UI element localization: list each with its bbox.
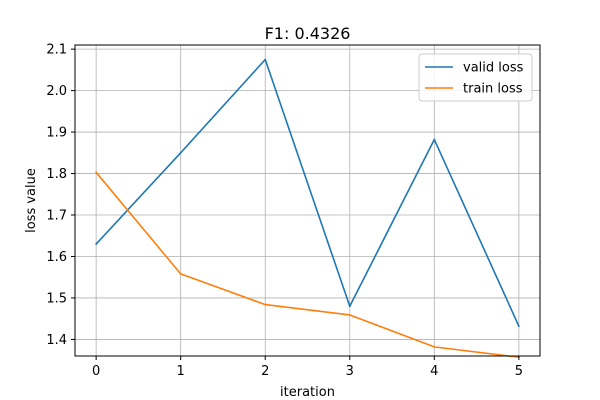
data-point <box>179 272 182 275</box>
legend-label: train loss <box>463 82 523 97</box>
y-tick-label: 1.5 <box>46 291 67 306</box>
data-point <box>179 151 182 154</box>
y-tick-label: 2.1 <box>46 43 67 58</box>
x-tick-label: 5 <box>515 364 523 379</box>
series-line-1 <box>95 171 519 359</box>
legend-box <box>418 53 533 102</box>
x-tick-label: 2 <box>261 364 269 379</box>
data-point <box>517 325 520 328</box>
chart-title: F1: 0.4326 <box>265 24 351 43</box>
y-tick-label: 1.6 <box>46 250 67 265</box>
y-tick-label: 1.4 <box>46 333 67 348</box>
x-axis-label: iteration <box>280 385 335 400</box>
series-lines <box>95 58 520 359</box>
y-tick-label: 1.7 <box>46 209 67 224</box>
data-point <box>264 58 267 61</box>
data-point <box>348 305 351 308</box>
y-tick-label: 1.9 <box>46 126 67 141</box>
data-point <box>264 303 267 306</box>
data-point <box>348 314 351 316</box>
data-point <box>433 138 436 141</box>
legend: valid loss train loss <box>418 53 533 102</box>
axis-ticks: 0 1 2 3 4 5 1.4 1.5 1.6 1.7 1.8 1.9 2.0 2.1 <box>46 43 523 379</box>
plot-frame <box>74 44 541 357</box>
data-point <box>95 171 98 174</box>
data-point <box>433 345 436 348</box>
y-tick-label: 2.0 <box>46 84 67 99</box>
legend-label: valid loss <box>463 61 524 76</box>
data-point <box>95 243 98 245</box>
x-tick-label: 3 <box>346 364 354 379</box>
series-line-0 <box>95 58 520 327</box>
y-axis-label: loss value <box>24 168 39 233</box>
x-tick-label: 0 <box>92 364 100 379</box>
x-tick-label: 4 <box>430 364 438 379</box>
x-tick-label: 1 <box>177 364 185 379</box>
y-tick-label: 1.8 <box>46 167 67 182</box>
